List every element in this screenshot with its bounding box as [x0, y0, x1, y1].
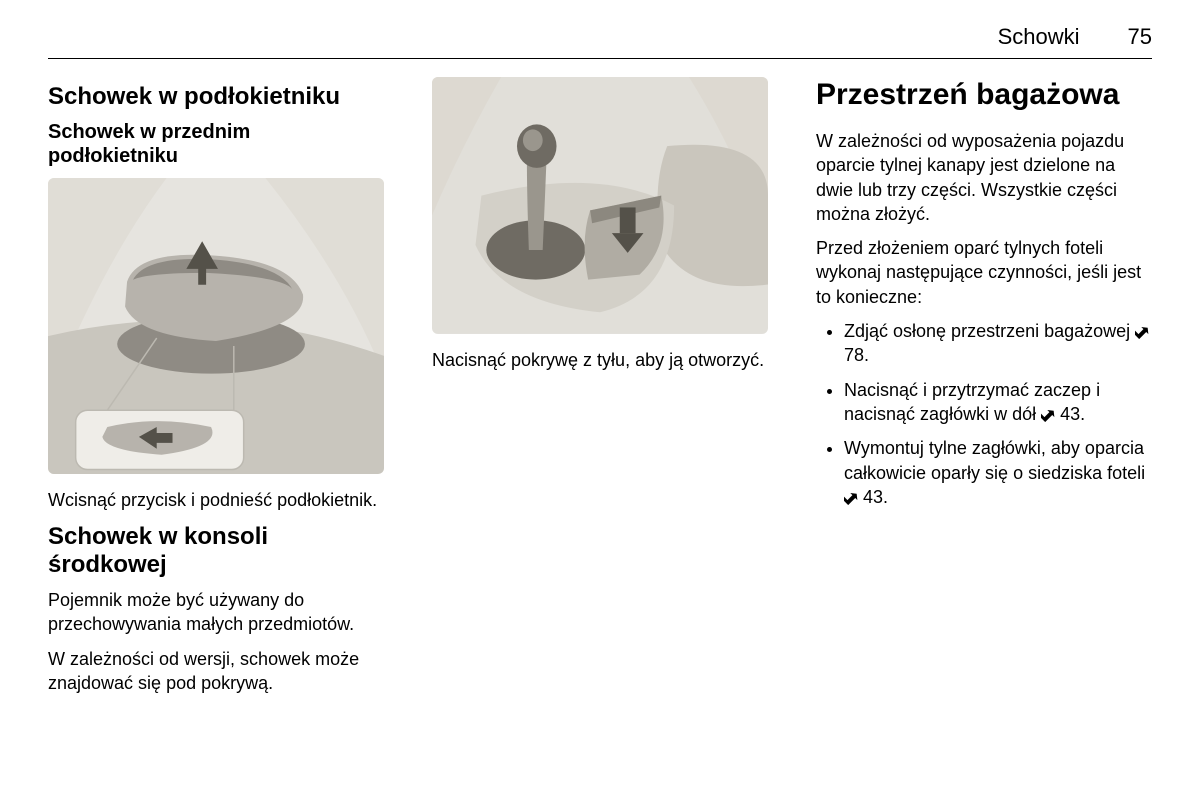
step3-ref: 43.: [858, 487, 888, 507]
armrest-illustration: [48, 178, 384, 474]
col1-paragraph-under-cover: W zależności od wersji, schowek może zna…: [48, 647, 384, 696]
col3-steps-list: Zdjąć osłonę przestrzeni bagażowej 78. N…: [816, 319, 1152, 509]
content-columns: Schowek w podłokietniku Schowek w przedn…: [48, 77, 1152, 705]
console-illustration: [432, 77, 768, 334]
col1-caption-press-button: Wcisnąć przycisk i podnieść podłokietnik…: [48, 488, 384, 512]
figure-armrest: [48, 178, 384, 474]
reference-arrow-icon: [844, 491, 858, 505]
figure-console: [432, 77, 768, 334]
column-1: Schowek w podłokietniku Schowek w przedn…: [48, 77, 384, 705]
col3-step-remove-cover: Zdjąć osłonę przestrzeni bagażowej 78.: [844, 319, 1152, 368]
col3-step-press-catch: Nacisnąć i przytrzymać zaczep i nacisnąć…: [844, 378, 1152, 427]
col1-heading-armrest-storage: Schowek w podłokietniku: [48, 83, 384, 112]
step2-ref: 43.: [1055, 404, 1085, 424]
col3-paragraph-backrest-split: W zależności od wyposażenia pojazdu opar…: [816, 129, 1152, 226]
step1-text: Zdjąć osłonę przestrzeni bagażowej: [844, 321, 1135, 341]
step1-ref: 78.: [844, 345, 869, 365]
col3-heading-luggage-space: Przestrzeń bagażowa: [816, 77, 1152, 113]
col1-heading-console-storage: Schowek w konsoli środkowej: [48, 523, 384, 581]
page-header: Schowki 75: [48, 24, 1152, 59]
reference-arrow-icon: [1041, 408, 1055, 422]
reference-arrow-icon: [1135, 325, 1149, 339]
col3-paragraph-before-folding: Przed złożeniem oparć tylnych foteli wyk…: [816, 236, 1152, 309]
col1-paragraph-small-items: Pojemnik może być używany do przechowywa…: [48, 588, 384, 637]
column-3: Przestrzeń bagażowa W zależności od wypo…: [816, 77, 1152, 705]
header-section-title: Schowki: [998, 24, 1080, 50]
header-page-number: 75: [1128, 24, 1152, 50]
col3-step-remove-headrests: Wymontuj tylne zagłówki, aby oparcia cał…: [844, 436, 1152, 509]
col1-subheading-front-armrest: Schowek w przednim podłokietniku: [48, 120, 384, 168]
column-2: Nacisnąć pokrywę z tyłu, aby ją otworzyć…: [432, 77, 768, 705]
manual-page: Schowki 75 Schowek w podłokietniku Schow…: [0, 0, 1200, 802]
col2-caption-press-cover: Nacisnąć pokrywę z tyłu, aby ją otworzyć…: [432, 348, 768, 372]
step3-text: Wymontuj tylne zagłówki, aby oparcia cał…: [844, 438, 1145, 482]
